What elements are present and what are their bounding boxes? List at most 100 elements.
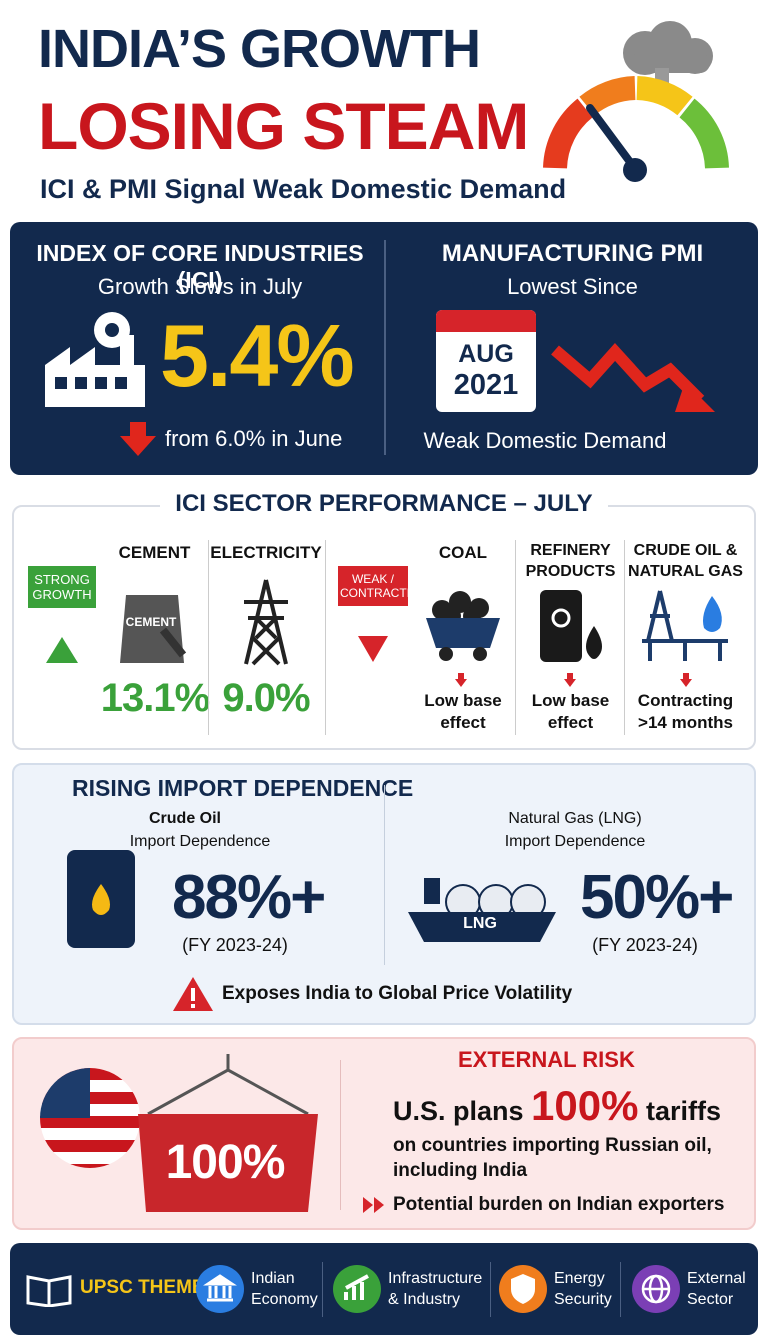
ici-value: 5.4% (160, 306, 355, 405)
shape (75, 377, 87, 389)
decline-head (675, 382, 715, 412)
flag-container-icon (40, 1054, 318, 1212)
oil-drop (92, 884, 110, 915)
divider (208, 540, 209, 735)
pmi-note: Weak Domestic Demand (423, 428, 667, 453)
theme-symbol (641, 1274, 671, 1304)
cart (426, 618, 500, 648)
small-arrow (680, 673, 692, 687)
shape (40, 1116, 140, 1128)
oil-rig-icon (642, 590, 728, 661)
shape (55, 377, 67, 389)
shape (115, 377, 127, 389)
title-line2: LOSING STEAM (38, 89, 529, 163)
sector-title: ICI SECTOR PERFORMANCE – JULY (160, 490, 608, 518)
external-headline: U.S. plans 100% tariffs (393, 1082, 721, 1130)
theme-icon (499, 1265, 547, 1313)
decline-arrow (551, 343, 715, 412)
calendar-year: 2021 (453, 369, 519, 401)
divider (515, 540, 516, 735)
theme-symbol (511, 1274, 535, 1304)
pylon-icon (244, 579, 288, 666)
footer-label: UPSC THEME: (80, 1277, 211, 1298)
divider (624, 540, 625, 735)
book (26, 1275, 72, 1307)
strong-label: STRONG GROWTH (28, 566, 96, 608)
theme-name: External Sector (687, 1270, 746, 1308)
crude-barrel-icon (67, 850, 135, 948)
oil-drop (586, 626, 602, 659)
arrow-shape (455, 673, 467, 687)
warning-mark (191, 988, 195, 1001)
imports-title: RISING IMPORT DEPENDENCE (72, 775, 414, 801)
gauge-icon (543, 21, 729, 182)
decline-line (551, 343, 705, 405)
ship-label: LNG (463, 915, 497, 932)
headline-value: 100% (531, 1082, 639, 1129)
shape (244, 579, 288, 666)
calendar-top (436, 310, 536, 332)
divider (322, 1262, 323, 1317)
divider (620, 1262, 621, 1317)
crane-hook (147, 1054, 309, 1116)
container-label: 100% (165, 1136, 286, 1189)
import-period: (FY 2023-24) (182, 935, 288, 955)
sector-value: 13.1% (100, 676, 210, 720)
gauge-needle (586, 104, 637, 170)
factory (45, 312, 145, 407)
bag-label: CEMENT (125, 615, 177, 629)
bullet-icon (363, 1197, 384, 1213)
calendar-month: AUG (458, 340, 514, 368)
gauge-green (679, 98, 729, 169)
triangle (358, 636, 388, 662)
theme-name: Energy Security (554, 1270, 612, 1308)
external-detail: on countries importing Russian oil, incl… (393, 1135, 712, 1181)
barrel-drop-icon (540, 590, 602, 662)
gas-flame (703, 596, 722, 632)
external-bullet: Potential burden on Indian exporters (393, 1194, 725, 1215)
coal (432, 591, 489, 625)
gauge-red (543, 98, 593, 169)
title-line1: INDIA’S GROWTH (38, 19, 481, 79)
coal-cart-icon (426, 591, 500, 661)
book-icon (26, 1275, 72, 1307)
ici-heading: INDEX OF CORE INDUSTRIES (ICI) (36, 240, 364, 293)
import-value: 88%+ (172, 863, 326, 932)
barrel-mark (551, 608, 571, 628)
chevron (374, 1197, 384, 1213)
import-label: Import Dependence (129, 833, 271, 850)
shape (40, 1164, 140, 1168)
bag (120, 595, 184, 663)
wheel (473, 647, 487, 661)
gauge-hub (623, 158, 647, 182)
ship-bridge (424, 878, 440, 904)
rig (642, 590, 728, 661)
pylon (244, 579, 288, 666)
trowel (159, 627, 187, 658)
up-triangle (46, 637, 78, 663)
arrow-shape (680, 673, 692, 687)
calendar: AUG 2021 (436, 310, 536, 412)
shape (40, 1068, 90, 1118)
shape (120, 335, 134, 367)
pmi-subheading: Lowest Since (507, 274, 638, 299)
divider (384, 240, 386, 455)
triangle (46, 637, 78, 663)
sector-name: REFINERY PRODUCTS (525, 542, 616, 580)
headline-text: tariffs (645, 1096, 721, 1126)
cement-bag-icon (120, 595, 187, 663)
sector-name: CEMENT (118, 543, 191, 562)
import-name: Natural Gas (LNG) (508, 810, 642, 827)
hull (408, 912, 556, 942)
warning-icon (173, 977, 213, 1011)
down-triangle (358, 636, 388, 662)
sector-note: Low base effect (424, 691, 502, 732)
sector-note: Contracting >14 months (637, 691, 734, 732)
sector-value: 9.0% (222, 676, 310, 720)
shape (630, 53, 710, 73)
gauge-orange (579, 76, 636, 116)
pmi-heading: MANUFACTURING PMI (441, 240, 704, 267)
divider (490, 1262, 491, 1317)
down-arrow (120, 422, 156, 456)
